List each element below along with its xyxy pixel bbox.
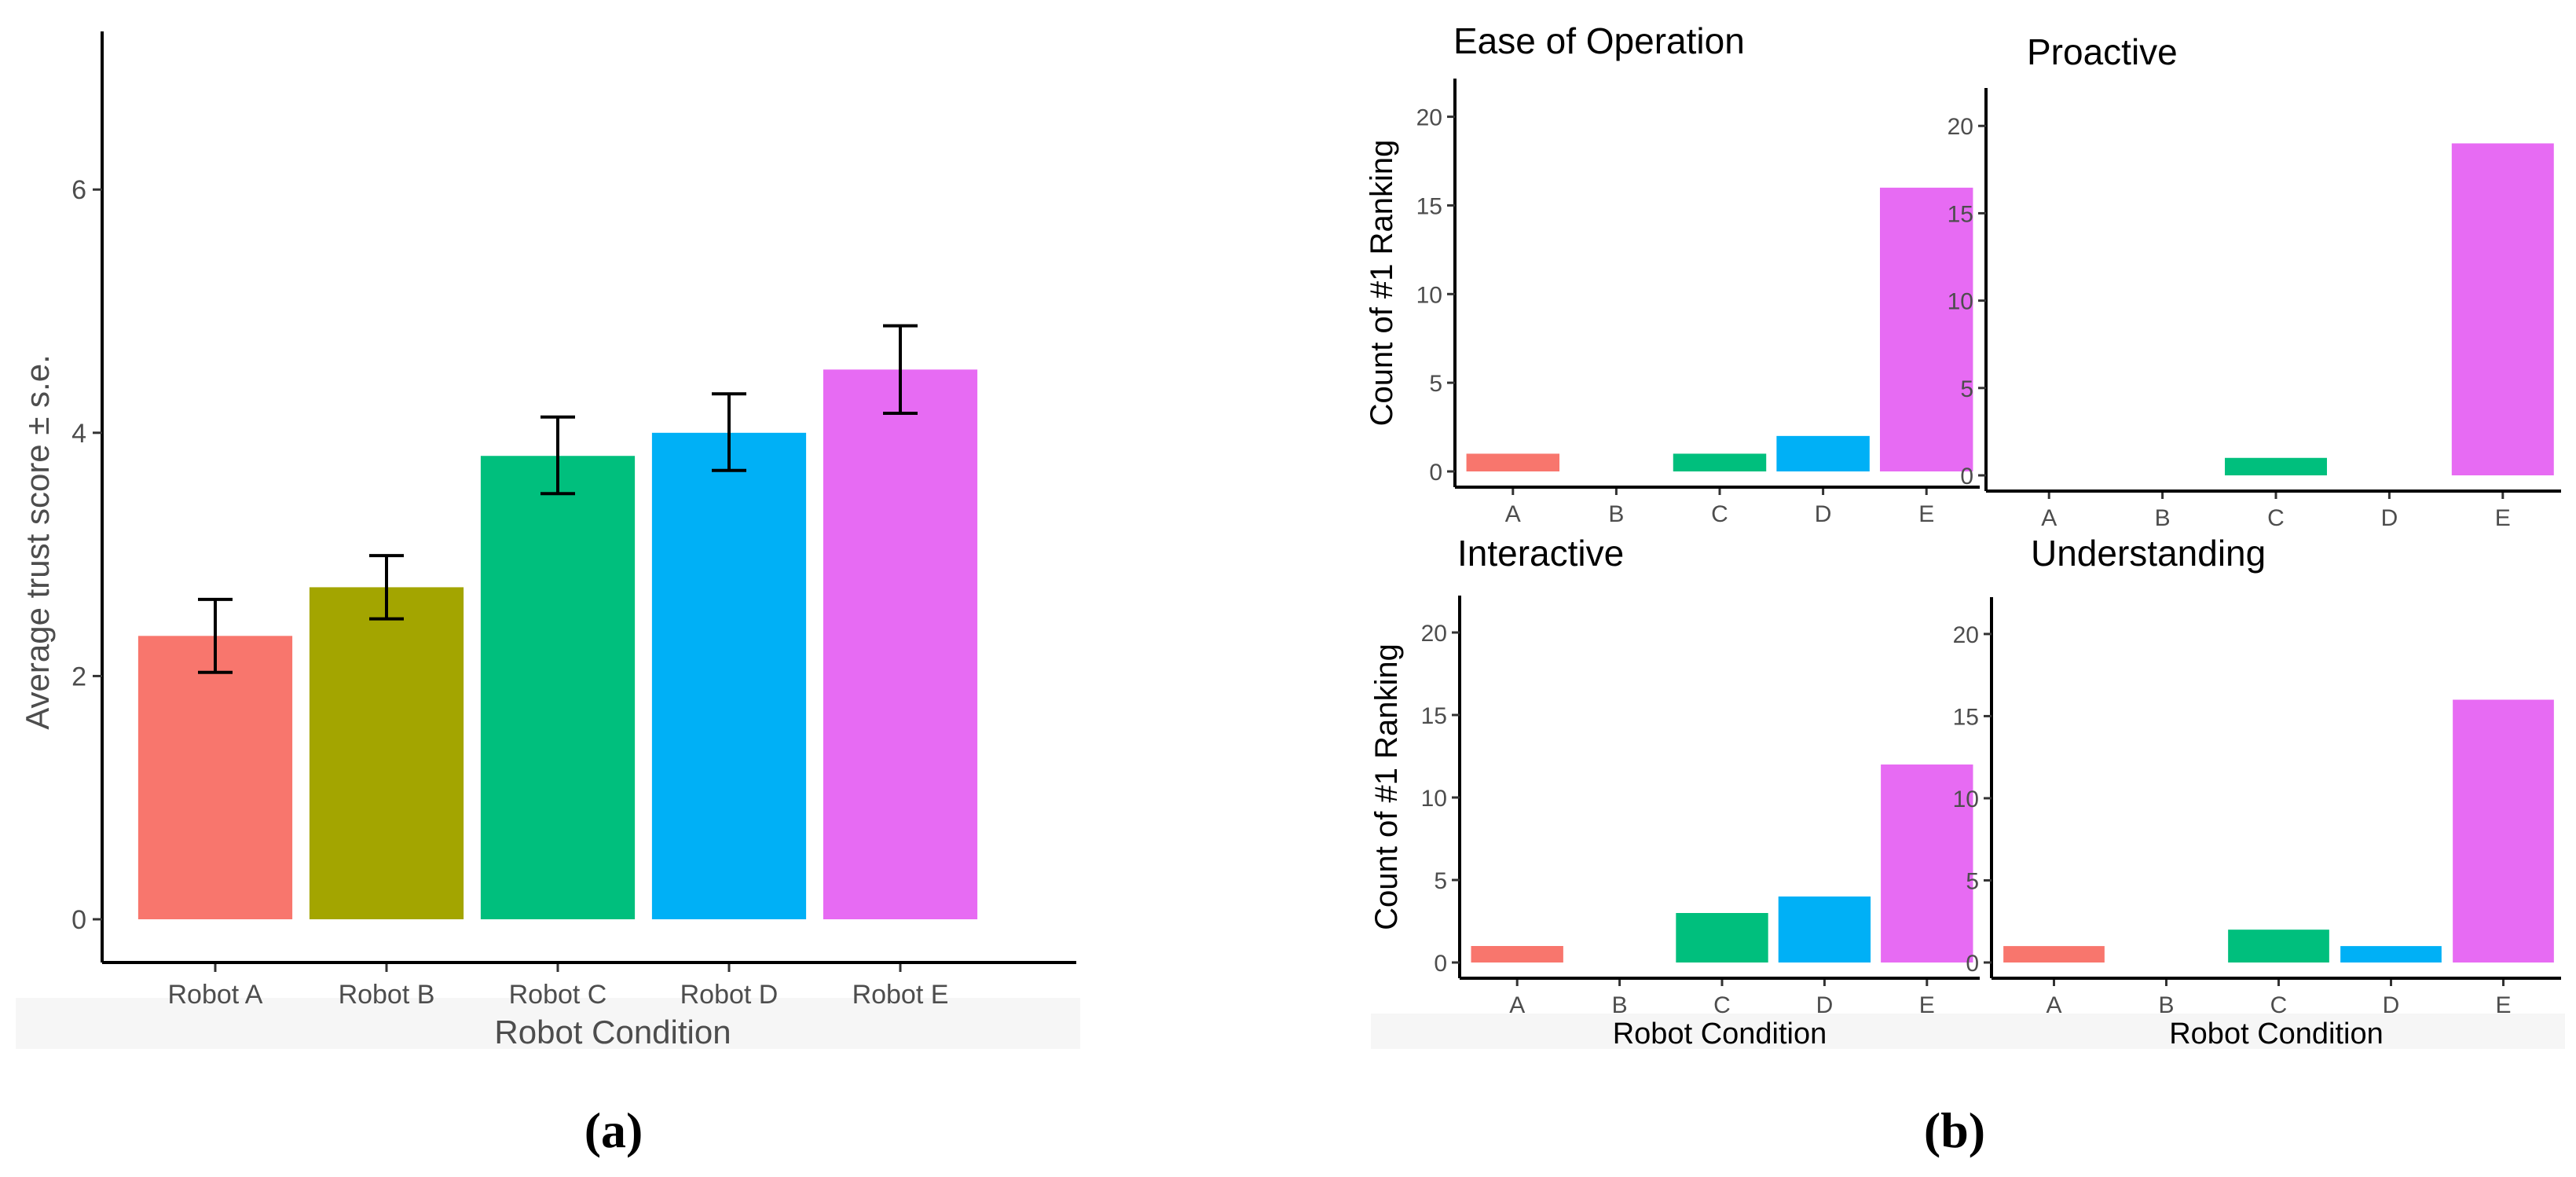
panel-a-footer-band: [16, 998, 1080, 1049]
panel-a-x-tick-label: Robot E: [852, 980, 949, 1010]
panel-a-caption: (a): [584, 1102, 643, 1158]
panel-b-bar: [1471, 946, 1563, 962]
panel-a-y-tick-label: 4: [71, 419, 86, 449]
panel-b-bar: [1676, 913, 1768, 962]
panel-b-xlabel: Robot Condition: [2169, 1018, 2384, 1050]
panel-b-x-tick-label: C: [1711, 501, 1728, 527]
panel-b-y-tick-label: 15: [1416, 193, 1442, 219]
panel-b-bar: [2453, 699, 2554, 962]
panel-b-y-tick-label: 15: [1421, 703, 1447, 729]
panel-a-xlabel: Robot Condition: [494, 1014, 731, 1050]
panel-b-x-tick-label: D: [1815, 501, 1832, 527]
panel-a-y-tick-label: 2: [71, 662, 86, 691]
panel-b-y-tick-label: 0: [1429, 460, 1442, 486]
panel-b-x-tick-label: A: [2046, 992, 2061, 1018]
panel-b-facet-title: Interactive: [1457, 533, 1624, 574]
panel-b-bar: [1466, 453, 1560, 471]
panel-b-x-tick-label: C: [2267, 505, 2285, 531]
panel-b-x-tick-label: B: [2158, 992, 2174, 1018]
panel-b-x-tick-label: D: [2383, 992, 2400, 1018]
panel-b-x-tick-label: B: [2155, 505, 2171, 531]
panel-b-bar: [2003, 946, 2105, 962]
panel-b-x-tick-label: A: [1509, 992, 1525, 1018]
panel-b-bar: [2340, 946, 2442, 962]
panel-b-y-tick-label: 20: [1416, 105, 1442, 131]
panel-b-x-tick-label: E: [2495, 505, 2511, 531]
panel-b-y-tick-label: 10: [1416, 282, 1442, 308]
panel-b-x-tick-label: A: [1505, 501, 1521, 527]
panel-b-x-tick-label: D: [1816, 992, 1834, 1018]
panel-b-y-tick-label: 15: [1948, 201, 1973, 227]
panel-a-y-tick-label: 6: [71, 175, 86, 205]
panel-b-facet-title: Understanding: [2031, 533, 2266, 574]
panel-b-y-tick-label: 15: [1953, 704, 1979, 730]
panel-a-bar: [309, 587, 464, 919]
panel-b-facet-understanding: Understanding A B C D E 0 5 10 15 20 Robot Conditio…: [1953, 533, 2561, 1050]
panel-b-ylabel: Count of #1 Ranking: [1365, 140, 1399, 427]
panel-b-y-tick-label: 20: [1953, 622, 1979, 648]
panel-b-y-tick-label: 5: [1966, 868, 1979, 894]
panel-b-y-tick-label: 20: [1948, 114, 1973, 140]
panel-b-x-tick-label: E: [1918, 501, 1934, 527]
panel-b-footer-band: [1371, 1014, 2565, 1049]
panel-b-y-tick-label: 5: [1429, 371, 1442, 397]
panel-b-xlabel: Robot Condition: [1613, 1018, 1827, 1050]
panel-a-y-tick-label: 0: [71, 905, 86, 935]
panel-b-bar: [1673, 453, 1767, 471]
panel-a-x-tick-label: Robot A: [168, 980, 263, 1010]
panel-b-bar: [1881, 764, 1973, 962]
panel-b-bar: [1778, 896, 1871, 962]
panel-b-x-tick-label: D: [2381, 505, 2398, 531]
panel-b-y-tick-label: 10: [1948, 289, 1973, 315]
panel-b-bar: [1776, 435, 1870, 471]
panel-b-caption: (b): [1924, 1102, 1985, 1158]
panel-b-ylabel: Count of #1 Ranking: [1369, 644, 1404, 930]
panel-b-x-tick-label: B: [1608, 501, 1624, 527]
panel-a-bar: [651, 432, 807, 919]
panel-b-x-tick-label: A: [2041, 505, 2057, 531]
panel-b-x-tick-label: E: [2495, 992, 2511, 1018]
panel-b-y-tick-label: 0: [1960, 464, 1973, 490]
panel-b-y-tick-label: 0: [1966, 951, 1979, 977]
panel-b-y-tick-label: 5: [1434, 868, 1447, 894]
panel-a-trust-chart: Robot A Robot B Robot C Robot D Robot E0246 …: [16, 31, 1080, 1158]
panel-b-bar: [1879, 187, 1973, 471]
panel-a-ylabel: Average trust score ± s.e.: [19, 354, 56, 729]
panel-b-bar: [2451, 143, 2554, 475]
panel-a-x-tick-label: Robot B: [339, 980, 435, 1010]
panel-a-bar: [480, 456, 636, 919]
panel-b-x-tick-label: E: [1919, 992, 1935, 1018]
panel-a-plot-area: Robot A Robot B Robot C Robot D Robot E 0 2 4 6: [71, 31, 1076, 1010]
panel-b-y-tick-label: 0: [1434, 951, 1447, 977]
panel-b-y-tick-label: 10: [1421, 786, 1447, 812]
panel-a-x-tick-label: Robot D: [680, 980, 779, 1010]
panel-b-facet-title: Proactive: [2027, 31, 2178, 72]
panel-a-bar: [137, 636, 293, 919]
panel-b-x-tick-label: B: [1612, 992, 1628, 1018]
panel-b-facet-interactive: Interactive A B C D E 0 5 10 15 20 Count of #1 Rank…: [1369, 533, 1980, 1050]
panel-b-y-tick-label: 20: [1421, 621, 1447, 647]
panel-b-y-tick-label: 5: [1960, 376, 1973, 402]
panel-b-x-tick-label: C: [1713, 992, 1731, 1018]
panel-a-bar: [823, 369, 978, 920]
panel-b-bar: [2228, 930, 2329, 962]
panel-a-x-tick-label: Robot C: [509, 980, 607, 1010]
panel-b-y-tick-label: 10: [1953, 786, 1979, 812]
panel-b-bar: [2225, 457, 2327, 475]
panel-b-facet-title: Ease of Operation: [1453, 20, 1745, 61]
panel-b-x-tick-label: C: [2270, 992, 2288, 1018]
panel-b-facet-proactive: Proactive A B C D E 0 5 10 15 20: [1948, 31, 2561, 531]
